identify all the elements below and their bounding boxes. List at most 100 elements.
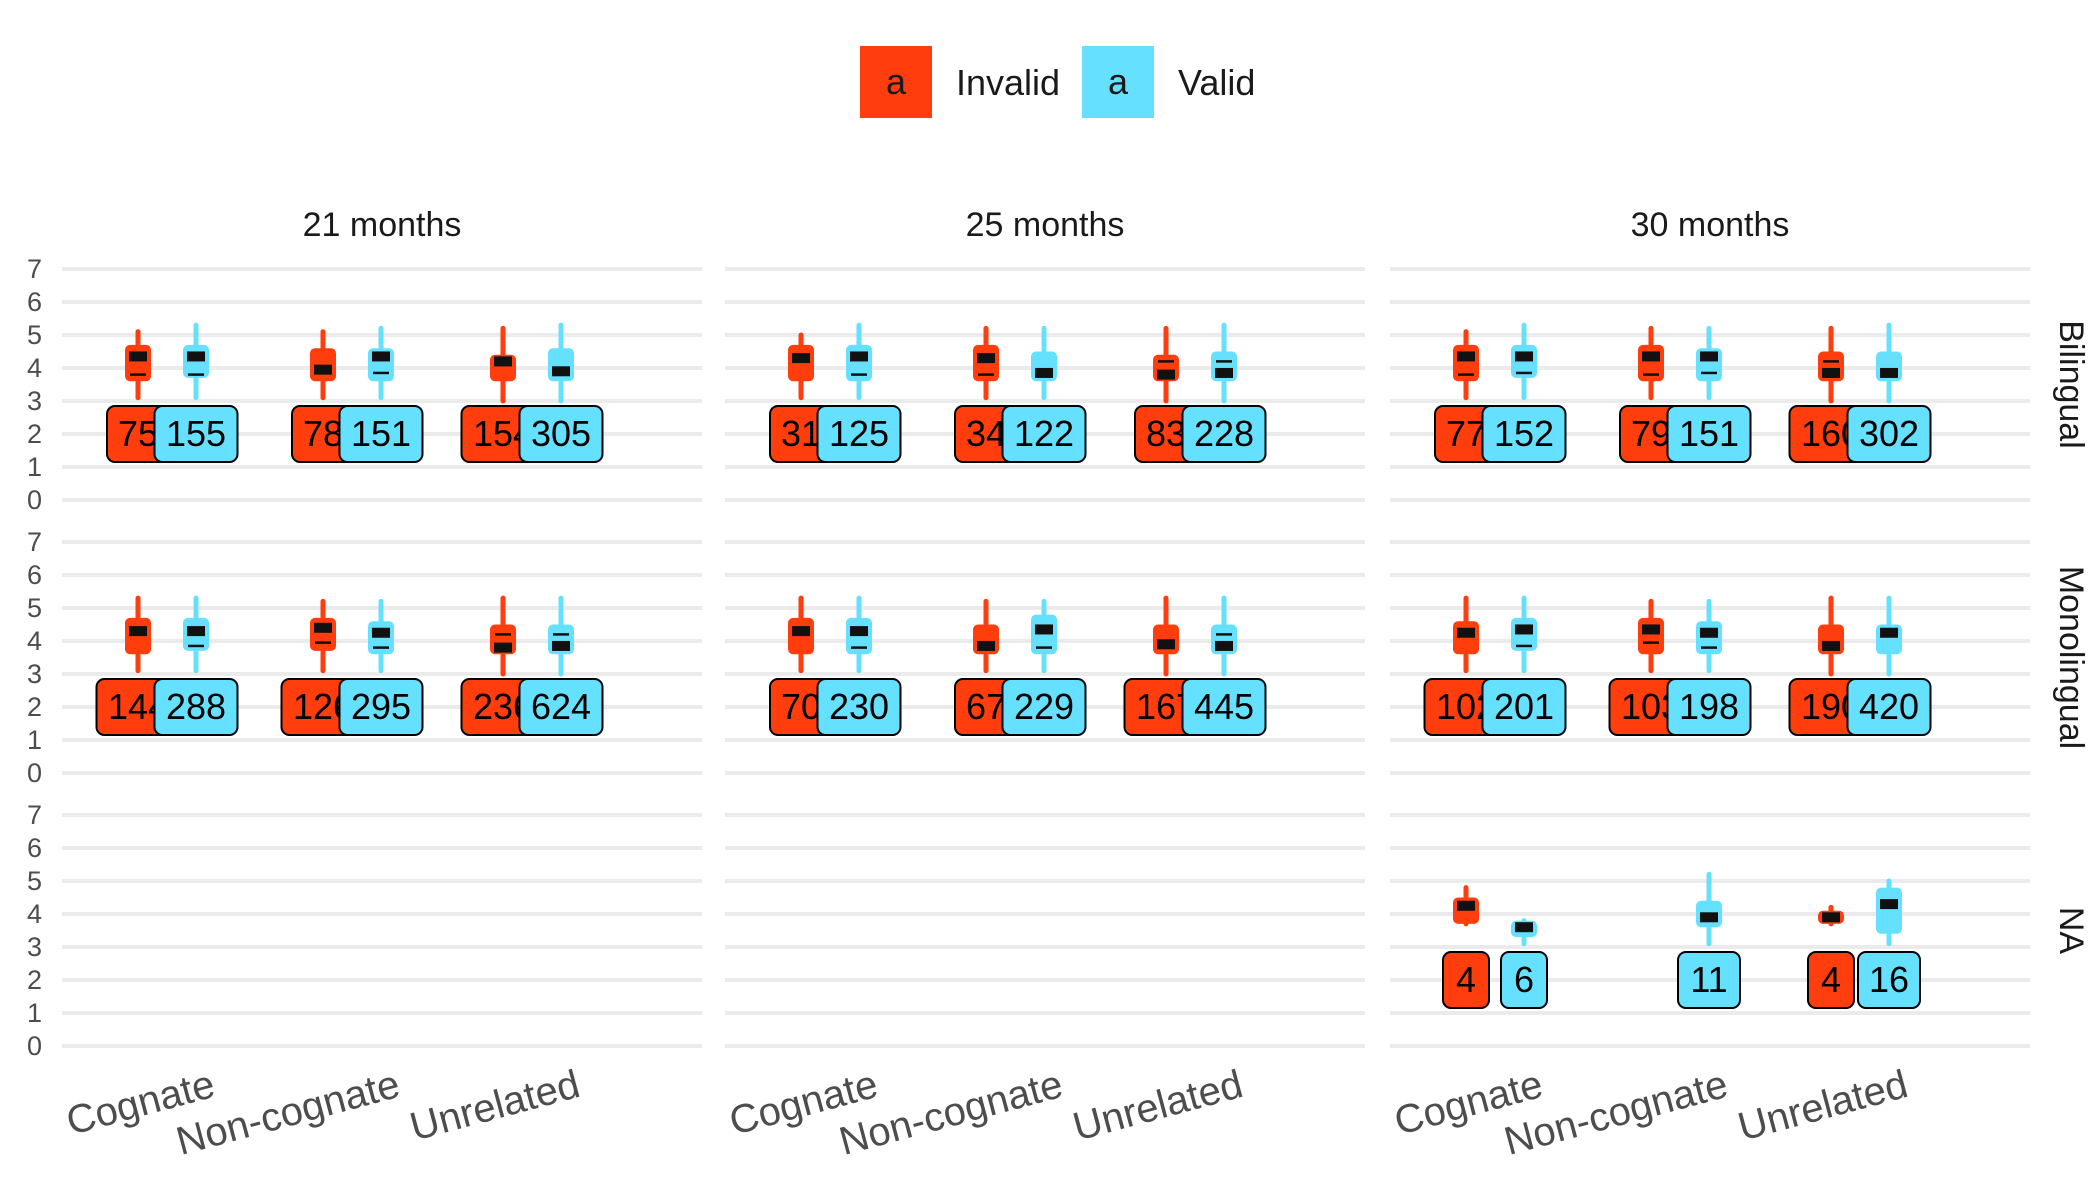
boxplot-valid: 201	[1481, 595, 1567, 736]
count-label: 288	[166, 686, 226, 727]
y-tick-label: 7	[27, 527, 42, 557]
boxplot-valid: 151	[1666, 325, 1752, 463]
count-label: 229	[1014, 686, 1074, 727]
count-label-box	[1481, 405, 1567, 463]
count-label: 4	[1821, 959, 1841, 1000]
y-tick-label: 1	[27, 725, 42, 755]
boxplot-invalid: 167	[1123, 595, 1209, 736]
boxplot-valid: 230	[816, 595, 902, 736]
count-label-box	[1500, 951, 1548, 1009]
boxplot-valid: 198	[1666, 598, 1752, 736]
count-label: 295	[351, 686, 411, 727]
mean-marker	[129, 626, 147, 637]
y-tick-label: 5	[27, 320, 42, 350]
count-label: 4	[1456, 959, 1476, 1000]
count-label: 151	[351, 413, 411, 454]
count-label: 70	[781, 686, 821, 727]
y-tick-label: 0	[27, 1031, 42, 1061]
boxplot-valid: 305	[518, 322, 604, 463]
mean-marker	[1642, 624, 1660, 635]
count-label-box	[1807, 951, 1855, 1009]
mean-marker	[792, 626, 810, 637]
count-label: 198	[1679, 686, 1739, 727]
legend-label-valid: Valid	[1178, 62, 1255, 103]
mean-marker	[1880, 627, 1898, 638]
legend: a Invalid a Valid	[860, 46, 1255, 118]
mean-marker	[1515, 624, 1533, 635]
mean-marker	[1515, 922, 1533, 933]
mean-marker	[372, 627, 390, 638]
mean-marker	[1215, 640, 1233, 651]
boxplot-valid: 11	[1677, 871, 1741, 1009]
count-label-box	[1181, 405, 1267, 463]
boxplot-valid: 624	[518, 595, 604, 736]
mean-marker	[792, 353, 810, 364]
boxplot-valid: 420	[1846, 595, 1932, 736]
boxplot-valid: 155	[153, 322, 239, 463]
mean-marker	[1457, 627, 1475, 638]
legend-label-invalid: Invalid	[956, 62, 1060, 103]
boxplot-invalid: 4	[1442, 885, 1490, 1009]
y-tick-label: 2	[27, 419, 42, 449]
count-label-box	[1481, 678, 1567, 736]
mean-marker	[1700, 627, 1718, 638]
mean-marker	[1822, 912, 1840, 923]
count-label-box	[153, 678, 239, 736]
boxplot-valid: 6	[1500, 918, 1548, 1009]
count-label-box	[816, 678, 902, 736]
row-strip-label: Bilingual	[2052, 320, 2090, 449]
count-label: 11	[1690, 959, 1727, 1000]
boxplot-valid: 288	[153, 595, 239, 736]
mean-marker	[314, 622, 332, 633]
count-label-box	[1181, 678, 1267, 736]
count-label-box	[1857, 951, 1921, 1009]
count-label-box	[338, 678, 424, 736]
row-strip-label: NA	[2052, 907, 2090, 955]
y-tick-label: 4	[27, 353, 42, 383]
mean-marker	[1157, 369, 1175, 380]
mean-marker	[1457, 351, 1475, 362]
count-label: 31	[781, 413, 821, 454]
mean-marker	[187, 351, 205, 362]
count-label: 83	[1146, 413, 1186, 454]
legend-key-valid	[1082, 46, 1154, 118]
count-label: 155	[166, 413, 226, 454]
count-label-box	[1846, 678, 1932, 736]
y-tick-label: 7	[27, 800, 42, 830]
count-label: 445	[1194, 686, 1254, 727]
y-tick-label: 5	[27, 866, 42, 896]
count-label-box	[518, 405, 604, 463]
mean-marker	[494, 642, 512, 653]
count-label: 624	[531, 686, 591, 727]
y-tick-label: 7	[27, 254, 42, 284]
y-tick-label: 4	[27, 899, 42, 929]
mean-marker	[372, 351, 390, 362]
facet-strips: 21 months 25 months 30 months Bilingual Mono…	[303, 206, 2090, 954]
count-label: 16	[1869, 959, 1909, 1000]
count-label-box	[1442, 951, 1490, 1009]
y-tick-label: 5	[27, 593, 42, 623]
mean-marker	[1157, 639, 1175, 650]
count-label: 67	[966, 686, 1006, 727]
legend-key-invalid	[860, 46, 932, 118]
y-tick-label: 1	[27, 452, 42, 482]
y-tick-label: 6	[27, 287, 42, 317]
y-tick-label: 1	[27, 998, 42, 1028]
count-label: 122	[1014, 413, 1074, 454]
mean-marker	[494, 356, 512, 367]
count-label-box	[153, 405, 239, 463]
y-tick-label: 0	[27, 758, 42, 788]
y-tick-label: 4	[27, 626, 42, 656]
count-label-box	[338, 405, 424, 463]
count-label: 228	[1194, 413, 1254, 454]
x-tick-label: Unrelated	[1733, 1062, 1912, 1149]
count-label: 34	[966, 413, 1006, 454]
count-label: 420	[1859, 686, 1919, 727]
mean-marker	[552, 640, 570, 651]
column-strip-label: 25 months	[966, 206, 1125, 244]
legend-key-label: a	[1108, 61, 1129, 102]
